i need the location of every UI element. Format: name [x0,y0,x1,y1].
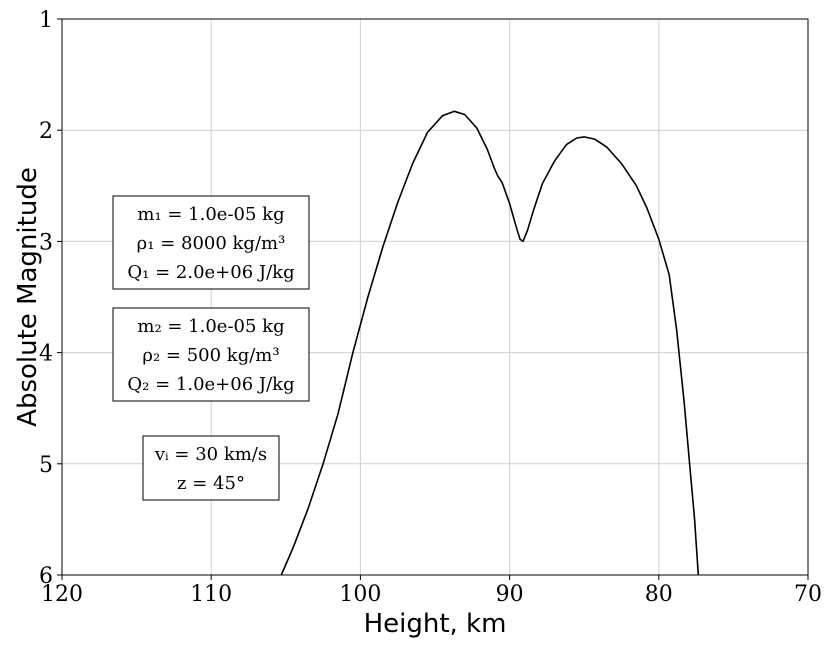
y-axis-label: Absolute Magnitude [13,167,43,427]
annotation-line: z = 45° [177,473,245,494]
y-tick-label: 6 [39,564,53,589]
annotation-frame [112,195,310,290]
annotation-line: Q₁ = 2.0e+06 J/kg [127,262,294,283]
annotation-line: vᵢ = 30 km/s [154,444,267,465]
annotation-frame [142,435,280,501]
annotation-line: ρ₂ = 500 kg/m³ [142,345,279,366]
x-tick-label: 70 [794,582,822,607]
annotation-frame [112,307,310,402]
annotation-line: ρ₁ = 8000 kg/m³ [137,233,286,254]
x-tick-label: 90 [496,582,524,607]
annotation-line: Q₂ = 1.0e+06 J/kg [127,374,294,395]
annotation-line: m₁ = 1.0e-05 kg [137,204,284,225]
x-tick-label: 80 [645,582,673,607]
annotation-box: m₂ = 1.0e-05 kg ρ₂ = 500 kg/m³ Q₂ = 1.0e+0… [112,307,310,402]
plot-frame [61,18,809,576]
x-axis-label: Height, km [364,609,507,639]
annotation-line: m₂ = 1.0e-05 kg [137,316,284,337]
tick-group: 120 110 100 90 80 70 1 2 3 4 5 6 [39,8,822,607]
x-tick-label: 120 [41,582,83,607]
annotation-box: vᵢ = 30 km/s z = 45° [142,435,280,501]
y-tick-label: 2 [39,119,53,144]
y-tick-label: 3 [39,230,53,255]
series-line [280,110,700,576]
y-tick-label: 1 [39,8,53,33]
annotation-group: m₁ = 1.0e-05 kg ρ₁ = 8000 kg/m³ Q₁ = 2.0e+… [112,195,310,501]
y-tick-label: 5 [39,453,53,478]
y-tick-label: 4 [39,342,53,367]
x-tick-label: 110 [190,582,232,607]
series-group [280,110,700,576]
annotation-box: m₁ = 1.0e-05 kg ρ₁ = 8000 kg/m³ Q₁ = 2.0e+… [112,195,310,290]
x-tick-label: 100 [339,582,381,607]
